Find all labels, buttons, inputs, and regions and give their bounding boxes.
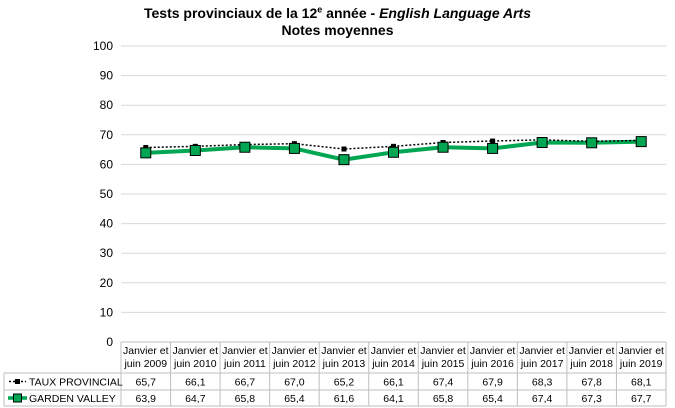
legend-label-garden-valley: GARDEN VALLEY <box>29 393 116 405</box>
y-tick-label: 100 <box>93 39 113 53</box>
data-point-taux-provincial <box>341 146 347 152</box>
data-point-garden-valley <box>635 136 647 148</box>
data-point-garden-valley <box>487 142 499 154</box>
data-label-taux-provincial: 68,3 <box>532 377 553 389</box>
data-label-taux-provincial: 66,1 <box>383 377 404 389</box>
data-label-taux-provincial: 67,8 <box>581 377 602 389</box>
data-point-garden-valley <box>437 141 449 153</box>
y-tick-label: 50 <box>100 187 114 201</box>
legend-label-taux-provincial: TAUX PROVINCIAL <box>29 377 123 389</box>
data-point-taux-provincial <box>391 143 396 149</box>
data-label-garden-valley: 65,4 <box>284 393 305 405</box>
legend-marker-garden-valley <box>13 393 22 403</box>
data-label-taux-provincial: 67,0 <box>284 377 305 389</box>
data-point-garden-valley <box>140 147 152 159</box>
legend-marker-taux-provincial <box>15 379 20 384</box>
chart-title-line2: Notes moyennes <box>281 22 394 38</box>
chart-title-line1: Tests provinciaux de la 12e année - Engl… <box>143 4 532 21</box>
data-point-garden-valley <box>239 141 251 153</box>
x-tick-label: Janvier et juin 2019 <box>618 345 664 370</box>
y-tick-label: 60 <box>100 157 114 171</box>
x-tick-label: Janvier et juin 2018 <box>569 345 615 370</box>
x-tick-label: Janvier et juin 2011 <box>222 345 268 370</box>
y-tick-label: 10 <box>100 305 114 319</box>
data-label-taux-provincial: 67,9 <box>482 377 503 389</box>
data-label-garden-valley: 65,8 <box>433 393 454 405</box>
data-label-garden-valley: 64,1 <box>383 393 404 405</box>
data-label-garden-valley: 65,4 <box>482 393 503 405</box>
data-point-garden-valley <box>536 136 548 148</box>
x-tick-label: Janvier et juin 2013 <box>321 345 367 370</box>
y-tick-label: 20 <box>100 276 114 290</box>
x-tick-label: Janvier et juin 2016 <box>470 345 516 370</box>
y-tick-label: 40 <box>100 217 114 231</box>
y-tick-label: 90 <box>100 69 114 83</box>
data-label-taux-provincial: 67,4 <box>433 377 454 389</box>
x-tick-label: Janvier et juin 2014 <box>371 345 417 370</box>
x-tick-label: Janvier et juin 2010 <box>173 345 219 370</box>
y-tick-label: 30 <box>100 246 114 260</box>
data-label-garden-valley: 64,7 <box>185 393 206 405</box>
data-label-taux-provincial: 65,7 <box>136 377 157 389</box>
data-point-garden-valley <box>338 154 350 166</box>
data-label-garden-valley: 67,7 <box>631 393 652 405</box>
data-label-garden-valley: 61,6 <box>334 393 355 405</box>
y-tick-label: 80 <box>100 98 114 112</box>
x-tick-label: Janvier et juin 2017 <box>519 345 565 370</box>
data-label-taux-provincial: 68,1 <box>631 377 652 389</box>
y-tick-label: 70 <box>100 128 114 142</box>
data-label-garden-valley: 67,3 <box>581 393 602 405</box>
data-label-garden-valley: 63,9 <box>136 393 157 405</box>
data-point-garden-valley <box>586 137 598 149</box>
data-point-garden-valley <box>288 142 300 154</box>
data-label-taux-provincial: 66,1 <box>185 377 206 389</box>
data-point-garden-valley <box>189 144 201 156</box>
chart-title: Tests provinciaux de la 12e année - Engl… <box>0 5 675 39</box>
x-tick-label: Janvier et juin 2009 <box>123 345 169 370</box>
data-label-taux-provincial: 65,2 <box>334 377 355 389</box>
y-tick-label: 0 <box>106 335 113 349</box>
data-point-garden-valley <box>388 146 399 158</box>
data-point-taux-provincial <box>490 138 496 144</box>
data-label-garden-valley: 65,8 <box>235 393 256 405</box>
data-label-garden-valley: 67,4 <box>532 393 553 405</box>
x-tick-label: Janvier et juin 2012 <box>272 345 318 370</box>
data-label-taux-provincial: 66,7 <box>235 377 256 389</box>
x-tick-label: Janvier et juin 2015 <box>420 345 466 370</box>
